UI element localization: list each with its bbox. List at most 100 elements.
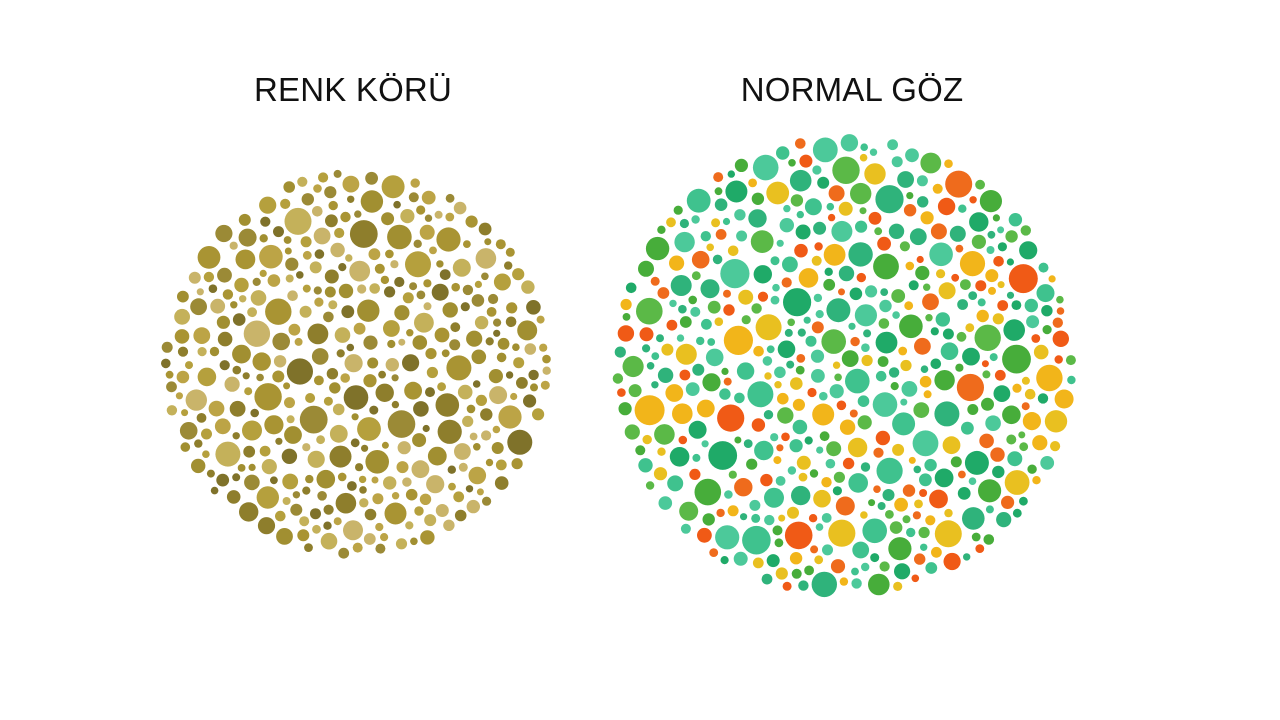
plate-dot bbox=[384, 502, 407, 525]
plate-dot bbox=[242, 420, 262, 441]
plate-dot bbox=[943, 552, 961, 571]
plate-dot bbox=[792, 419, 808, 435]
plate-dot bbox=[238, 228, 257, 247]
plate-dot bbox=[930, 327, 939, 336]
plate-dot bbox=[166, 381, 177, 393]
plate-dot bbox=[934, 468, 954, 488]
plate-dot bbox=[472, 380, 481, 388]
plate-dot bbox=[323, 396, 333, 406]
plate-dot bbox=[283, 382, 291, 390]
plate-dot bbox=[230, 301, 238, 309]
plate-dot bbox=[1050, 441, 1061, 452]
plate-dot bbox=[244, 474, 260, 491]
plate-dot bbox=[313, 286, 322, 295]
plate-dot bbox=[375, 383, 394, 402]
plate-dot bbox=[834, 373, 842, 382]
plate-dot bbox=[283, 181, 295, 193]
plate-dot bbox=[724, 490, 733, 499]
plate-dot bbox=[1011, 300, 1022, 310]
plate-dot bbox=[361, 444, 369, 452]
plate-dot bbox=[914, 499, 923, 509]
plate-dot bbox=[670, 275, 692, 296]
plate-dot bbox=[900, 359, 912, 372]
plate-dot bbox=[746, 458, 758, 470]
plate-dot bbox=[920, 211, 934, 225]
plate-dot bbox=[657, 287, 670, 299]
plate-dot bbox=[217, 331, 233, 347]
plate-dot bbox=[387, 224, 412, 250]
plate-dot bbox=[814, 555, 824, 565]
plate-dot bbox=[874, 227, 883, 236]
plate-dot bbox=[753, 345, 764, 357]
plate-dot bbox=[679, 218, 689, 229]
plate-dot bbox=[314, 375, 324, 386]
plate-dot bbox=[166, 405, 178, 416]
plate-dot bbox=[174, 308, 190, 325]
plate-dot bbox=[476, 488, 484, 496]
plate-dot bbox=[667, 475, 684, 492]
plate-dot bbox=[197, 367, 217, 387]
plate-dot bbox=[435, 504, 449, 517]
plate-dot bbox=[811, 369, 825, 383]
plate-dot bbox=[505, 316, 517, 328]
plate-dot bbox=[402, 354, 420, 372]
plate-dot bbox=[645, 236, 670, 261]
plate-dot bbox=[1019, 496, 1028, 506]
plate-dot bbox=[383, 320, 400, 337]
plate-dot bbox=[209, 346, 220, 357]
plate-dot bbox=[302, 486, 311, 495]
plate-dot bbox=[1048, 275, 1056, 283]
plate-dot bbox=[859, 207, 867, 215]
panel-title-normal-eye: NORMAL GÖZ bbox=[740, 71, 964, 108]
plate-dot bbox=[826, 202, 835, 211]
plate-dot bbox=[803, 316, 811, 324]
plate-dot bbox=[714, 198, 728, 211]
plate-dot bbox=[380, 533, 389, 542]
plate-dot bbox=[750, 230, 774, 253]
plate-dot bbox=[466, 404, 476, 414]
plate-dot bbox=[792, 398, 805, 411]
plate-dot bbox=[326, 368, 339, 380]
plate-dot bbox=[239, 502, 259, 522]
plate-dot bbox=[391, 374, 399, 382]
plate-dot bbox=[216, 315, 230, 329]
plate-dot bbox=[942, 436, 961, 455]
plate-dot bbox=[462, 415, 474, 427]
plate-dot bbox=[542, 354, 551, 364]
plate-dot bbox=[805, 335, 817, 347]
plate-dot bbox=[323, 311, 334, 323]
plate-dot bbox=[324, 269, 339, 284]
plate-dot bbox=[338, 547, 350, 559]
plate-dot bbox=[1052, 330, 1069, 347]
plate-dot bbox=[494, 476, 509, 490]
plate-dot bbox=[864, 163, 886, 185]
plate-dot bbox=[849, 409, 858, 418]
plate-dot bbox=[516, 377, 528, 389]
plate-dot bbox=[654, 424, 675, 445]
plate-dot bbox=[968, 291, 978, 300]
plate-dot bbox=[919, 473, 932, 487]
plate-dot bbox=[992, 465, 1005, 479]
plate-dot bbox=[985, 505, 994, 514]
plate-dot bbox=[391, 492, 400, 500]
plate-dot bbox=[267, 274, 281, 287]
plate-dot bbox=[398, 338, 406, 346]
plate-dot bbox=[929, 242, 953, 267]
plate-dot bbox=[180, 442, 191, 452]
plate-dot bbox=[302, 284, 311, 293]
plate-dot bbox=[957, 487, 971, 500]
plate-dot bbox=[385, 249, 394, 259]
plate-dot bbox=[329, 382, 341, 394]
plate-dot bbox=[232, 365, 242, 375]
plate-dot bbox=[334, 327, 351, 343]
plate-dot bbox=[1027, 464, 1037, 474]
plate-dot bbox=[408, 192, 419, 203]
plate-dot bbox=[882, 489, 895, 501]
plate-dot bbox=[1008, 264, 1038, 294]
plate-dot bbox=[899, 314, 923, 339]
plate-dot bbox=[1054, 389, 1074, 409]
plate-dot bbox=[368, 248, 381, 261]
plate-dot bbox=[770, 256, 780, 266]
plate-dot bbox=[232, 432, 240, 440]
plate-dot bbox=[474, 315, 489, 330]
